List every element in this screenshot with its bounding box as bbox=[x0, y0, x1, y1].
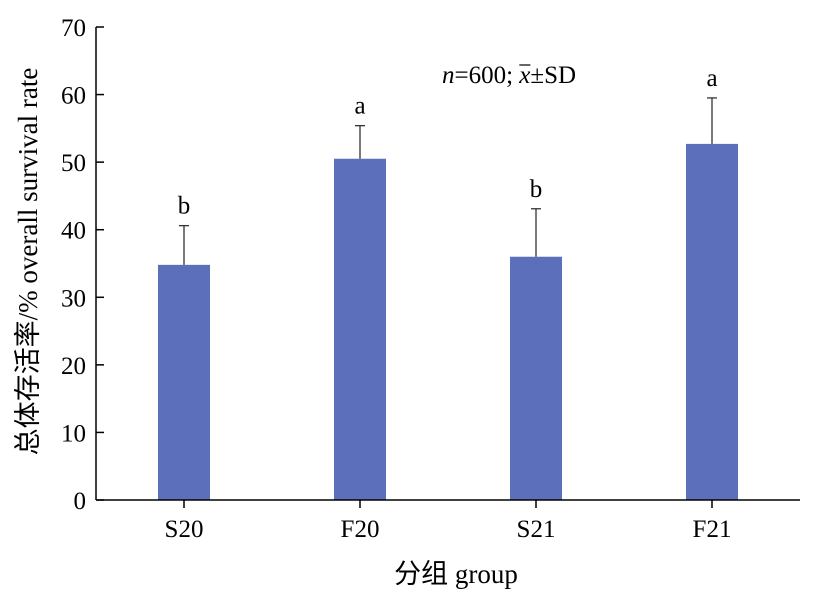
y-tick-label: 20 bbox=[61, 353, 86, 380]
x-axis-title: 分组 group bbox=[394, 559, 518, 589]
x-tick-label-f21: F21 bbox=[693, 516, 732, 543]
bar-f21 bbox=[686, 143, 738, 501]
y-tick-label: 0 bbox=[74, 488, 87, 515]
bar-f20 bbox=[334, 158, 386, 500]
y-tick-label: 50 bbox=[61, 150, 86, 177]
x-axis-ticks: S20 F20 S21 F21 bbox=[165, 500, 732, 543]
x-tick-label-s21: S21 bbox=[517, 516, 556, 543]
annotation-n-value: =600; bbox=[455, 62, 520, 89]
significance-label-f21: a bbox=[706, 65, 717, 92]
x-tick-label-s20: S20 bbox=[165, 516, 204, 543]
bar-s20 bbox=[158, 264, 210, 500]
significance-label-s20: b bbox=[178, 193, 191, 220]
bars-group: b a b a bbox=[158, 65, 738, 501]
y-tick-label: 30 bbox=[61, 285, 86, 312]
y-axis-ticks: 0 10 20 30 40 50 60 70 bbox=[61, 15, 104, 515]
annotation-n: n bbox=[442, 62, 455, 89]
annotation-x-mean: x bbox=[518, 62, 530, 89]
significance-label-s21: b bbox=[530, 176, 543, 203]
sample-size-annotation: n=600; x±SD bbox=[442, 62, 576, 89]
y-tick-label: 70 bbox=[61, 15, 86, 42]
y-tick-label: 60 bbox=[61, 83, 86, 110]
y-axis-title: 总体存活率/% overall survival rate bbox=[13, 68, 43, 456]
annotation-pm-sd: ±SD bbox=[530, 62, 576, 89]
bar-s21 bbox=[510, 256, 562, 500]
x-tick-label-f20: F20 bbox=[341, 516, 380, 543]
y-tick-label: 10 bbox=[61, 420, 86, 447]
y-tick-label: 40 bbox=[61, 218, 86, 245]
significance-label-f20: a bbox=[354, 93, 365, 120]
